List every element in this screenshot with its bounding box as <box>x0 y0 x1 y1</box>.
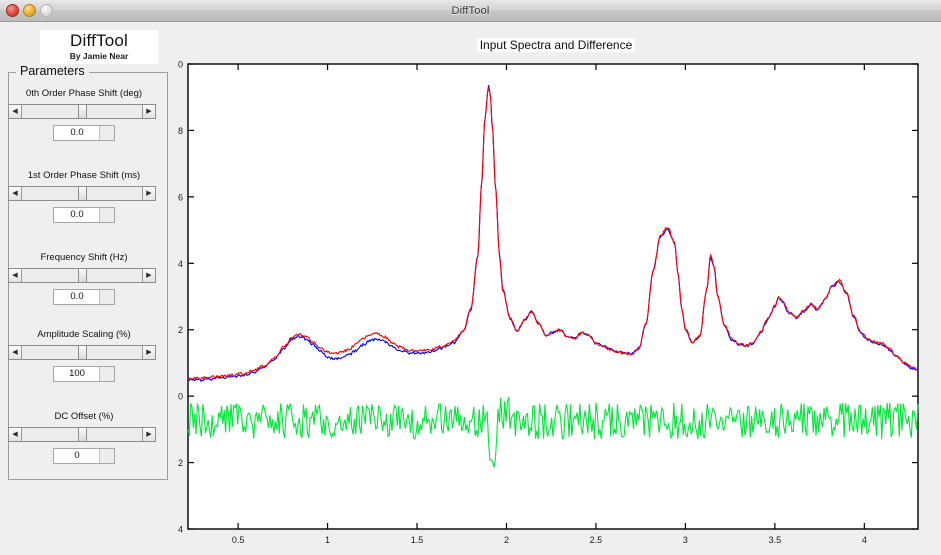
param-label: Frequency Shift (Hz) <box>40 252 128 263</box>
slider-right-arrow-icon[interactable]: ▶ <box>142 269 155 282</box>
param-value: 0.0 <box>70 291 84 302</box>
slider-track[interactable] <box>22 269 142 282</box>
param-group-2: Frequency Shift (Hz) ◀ ▶ 0.0 <box>8 252 160 305</box>
slider-thumb[interactable] <box>78 346 87 359</box>
param-group-1: 1st Order Phase Shift (ms) ◀ ▶ 0.0 <box>8 170 160 223</box>
plot-title: Input Spectra and Difference <box>178 38 934 52</box>
spectra-plot: Input Spectra and Difference x 10-7 0.51… <box>178 24 934 552</box>
param-value-field[interactable]: 0.0 <box>53 125 115 141</box>
slider-left-arrow-icon[interactable]: ◀ <box>9 428 22 441</box>
slider-left-arrow-icon[interactable]: ◀ <box>9 187 22 200</box>
chart-svg: 0.5 1 1.5 2 2.5 3 3.5 4 -4 -2 0 2 4 6 8 10 <box>178 60 919 545</box>
x-tick-label: 4 <box>862 535 867 545</box>
param-slider[interactable]: ◀ ▶ <box>8 427 156 442</box>
window-controls <box>6 4 53 17</box>
slider-left-arrow-icon[interactable]: ◀ <box>9 269 22 282</box>
param-value-field[interactable]: 0.0 <box>53 207 115 223</box>
y-tick-label: -2 <box>178 458 183 468</box>
param-group-4: DC Offset (%) ◀ ▶ 0 <box>8 411 160 464</box>
param-slider[interactable]: ◀ ▶ <box>8 345 156 360</box>
value-field-stub <box>99 290 114 304</box>
x-tick-label: 0.5 <box>232 535 245 545</box>
plot-frame <box>187 63 919 530</box>
y-tick-label: 0 <box>178 392 183 402</box>
slider-track[interactable] <box>22 105 142 118</box>
spectrum-b-trace <box>187 86 919 380</box>
minimize-button[interactable] <box>23 4 36 17</box>
value-field-stub <box>99 367 114 381</box>
close-button[interactable] <box>6 4 19 17</box>
slider-right-arrow-icon[interactable]: ▶ <box>142 428 155 441</box>
param-value-field[interactable]: 100 <box>53 366 115 382</box>
param-label: 0th Order Phase Shift (deg) <box>25 88 143 99</box>
x-tick-label: 1.5 <box>411 535 424 545</box>
slider-track[interactable] <box>22 346 142 359</box>
zoom-button[interactable] <box>40 4 53 17</box>
param-slider[interactable]: ◀ ▶ <box>8 268 156 283</box>
slider-thumb[interactable] <box>78 187 87 200</box>
plot-title-text: Input Spectra and Difference <box>476 38 636 52</box>
value-field-stub <box>99 126 114 140</box>
param-value: 0.0 <box>70 209 84 220</box>
slider-track[interactable] <box>22 428 142 441</box>
x-tick-label: 3 <box>683 535 688 545</box>
y-tick-label: 10 <box>178 60 183 70</box>
x-tick-label: 2.5 <box>590 535 603 545</box>
slider-right-arrow-icon[interactable]: ▶ <box>142 105 155 118</box>
param-value: 100 <box>69 368 85 379</box>
y-tick-label: 8 <box>178 126 183 136</box>
window-title: DiffTool <box>451 4 490 17</box>
value-field-stub <box>99 208 114 222</box>
x-tick-label: 1 <box>325 535 330 545</box>
slider-left-arrow-icon[interactable]: ◀ <box>9 346 22 359</box>
app-author: By Jamie Near <box>69 51 129 61</box>
y-tick-label: 4 <box>178 259 183 269</box>
param-value: 0 <box>74 450 80 461</box>
param-value: 0.0 <box>70 127 84 138</box>
y-tick-label: 2 <box>178 325 183 335</box>
param-slider[interactable]: ◀ ▶ <box>8 104 156 119</box>
difference-trace <box>187 395 919 468</box>
app-title: DiffTool <box>70 31 128 50</box>
x-tick-label: 2 <box>504 535 509 545</box>
slider-right-arrow-icon[interactable]: ▶ <box>142 346 155 359</box>
x-tick-label: 3.5 <box>769 535 782 545</box>
app-brand: DiffTool By Jamie Near <box>40 30 158 64</box>
slider-track[interactable] <box>22 187 142 200</box>
parameters-legend: Parameters <box>16 64 89 78</box>
param-value-field[interactable]: 0.0 <box>53 289 115 305</box>
window-titlebar: DiffTool <box>0 0 941 22</box>
slider-thumb[interactable] <box>78 269 87 282</box>
param-label: DC Offset (%) <box>54 411 114 422</box>
slider-right-arrow-icon[interactable]: ▶ <box>142 187 155 200</box>
param-label: Amplitude Scaling (%) <box>37 329 131 340</box>
param-group-0: 0th Order Phase Shift (deg) ◀ ▶ 0.0 <box>8 88 160 141</box>
slider-left-arrow-icon[interactable]: ◀ <box>9 105 22 118</box>
param-value-field[interactable]: 0 <box>53 448 115 464</box>
param-label: 1st Order Phase Shift (ms) <box>27 170 141 181</box>
y-tick-label: -4 <box>178 525 183 535</box>
slider-thumb[interactable] <box>78 105 87 118</box>
value-field-stub <box>99 449 114 463</box>
y-tick-label: 6 <box>178 192 183 202</box>
slider-thumb[interactable] <box>78 428 87 441</box>
param-slider[interactable]: ◀ ▶ <box>8 186 156 201</box>
param-group-3: Amplitude Scaling (%) ◀ ▶ 100 <box>8 329 160 382</box>
